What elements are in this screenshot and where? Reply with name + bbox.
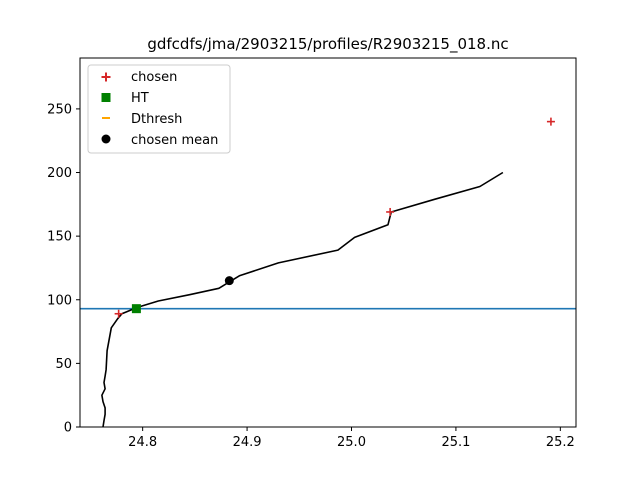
legend-label-dthresh: Dthresh [131, 112, 182, 127]
y-tick-label: 100 [47, 293, 72, 308]
axes: 24.8 24.9 25.0 25.1 25.2 0 50 100 150 200 250 [47, 57, 577, 450]
legend-marker-chosen-mean [101, 134, 111, 144]
x-tick-label: 25.1 [441, 435, 470, 450]
y-tick-label: 250 [47, 102, 72, 117]
y-tick-label: 150 [47, 230, 72, 245]
legend-label-chosen-mean: chosen mean [131, 133, 218, 148]
axes-frame [79, 57, 577, 428]
chosen-point [546, 117, 555, 126]
plot-area [80, 117, 576, 427]
ht-point [131, 304, 141, 314]
chosen-point [114, 309, 123, 318]
x-tick-label: 25.2 [546, 435, 575, 450]
legend-marker-chosen [101, 72, 111, 82]
chosen-mean-point [224, 276, 234, 286]
legend: chosen HT Dthresh chosen mean [87, 64, 231, 154]
y-tick-label: 200 [47, 166, 72, 181]
legend-marker-ht [101, 93, 111, 102]
y-tick-label: 0 [64, 421, 72, 436]
chosen-point [386, 207, 395, 216]
x-tick-label: 24.9 [233, 435, 262, 450]
chart-title: gdfcdfs/jma/2903215/profiles/R2903215_01… [147, 35, 508, 54]
x-tick-label: 24.8 [128, 435, 157, 450]
profile-line [101, 171, 504, 427]
legend-box [87, 64, 231, 154]
x-tick-label: 25.0 [337, 435, 366, 450]
legend-label-ht: HT [131, 91, 149, 106]
legend-label-chosen: chosen [131, 70, 177, 85]
y-tick-label: 50 [55, 357, 72, 372]
